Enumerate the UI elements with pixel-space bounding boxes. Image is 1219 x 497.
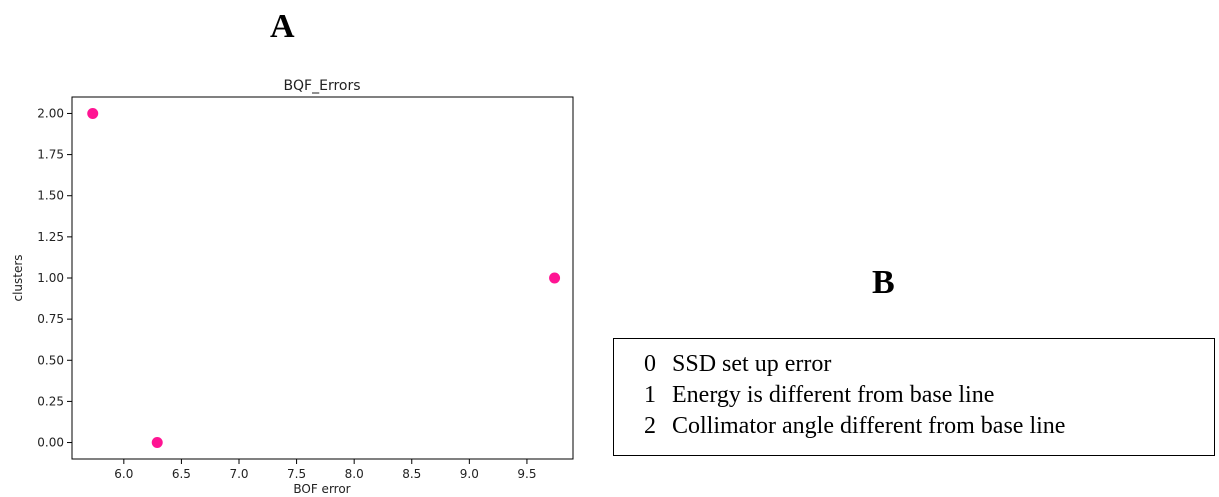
- x-tick-label: 9.0: [460, 467, 479, 481]
- chart-title: BQF_Errors: [283, 78, 360, 94]
- legend-code: 1: [644, 380, 666, 411]
- x-tick-label: 7.5: [287, 467, 306, 481]
- y-tick-label: 1.75: [37, 148, 64, 162]
- x-tick-label: 7.0: [229, 467, 248, 481]
- y-axis-ticks: 0.00 0.25 0.50 0.75 1.00 1.25 1.50 1.75 2.00: [37, 106, 72, 449]
- data-point: [87, 108, 98, 119]
- scatter-chart: BQF_Errors BOF error clusters 0.000.250.…: [0, 0, 600, 497]
- y-tick-label: 1.00: [37, 271, 64, 285]
- x-axis-ticks: 6.0 6.5 7.0 7.5 8.0 8.5 9.0 9.5: [114, 459, 536, 481]
- cluster-legend-table: 0 SSD set up error 1 Energy is different…: [613, 338, 1215, 456]
- legend-text: Collimator angle different from base lin…: [672, 413, 1065, 439]
- legend-row-2: 2 Collimator angle different from base l…: [644, 411, 1214, 442]
- legend-row-1: 1 Energy is different from base line: [644, 380, 1214, 411]
- x-axis-label: BOF error: [293, 482, 350, 496]
- legend-code: 0: [644, 349, 666, 380]
- legend-text: Energy is different from base line: [672, 382, 994, 408]
- legend-code: 2: [644, 411, 666, 442]
- x-tick-label: 6.0: [114, 467, 133, 481]
- legend-row-0: 0 SSD set up error: [644, 349, 1214, 380]
- data-point: [152, 437, 163, 448]
- y-axis-label: clusters: [11, 254, 25, 301]
- y-tick-label: 0.00: [37, 436, 64, 450]
- panel-label-b: B: [872, 266, 895, 300]
- data-points: [87, 108, 560, 448]
- y-tick-label: 1.50: [37, 189, 64, 203]
- x-tick-label: 9.5: [517, 467, 536, 481]
- x-tick-label: 6.5: [172, 467, 191, 481]
- y-tick-label: 0.25: [37, 394, 64, 408]
- x-tick-label: 8.5: [402, 467, 421, 481]
- x-tick-label: 8.0: [345, 467, 364, 481]
- y-tick-label: 1.25: [37, 230, 64, 244]
- y-tick-label: 0.75: [37, 312, 64, 326]
- plot-area-frame: [72, 97, 573, 459]
- data-point: [549, 273, 560, 284]
- y-tick-label: 2.00: [37, 106, 64, 120]
- y-tick-label: 0.50: [37, 353, 64, 367]
- legend-text: SSD set up error: [672, 351, 831, 377]
